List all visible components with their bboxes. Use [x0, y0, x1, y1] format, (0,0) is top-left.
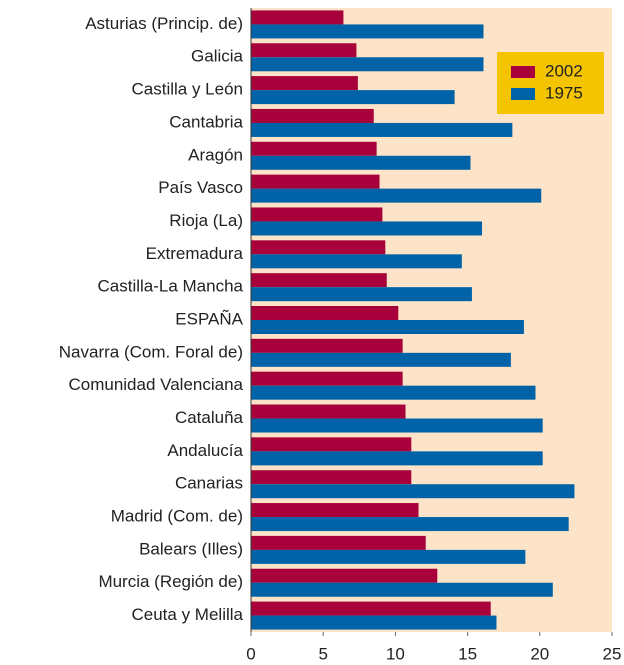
y-tick-label: Castilla-La Mancha: [97, 277, 243, 296]
y-tick-label: País Vasco: [158, 178, 243, 197]
legend-label: 2002: [545, 61, 583, 80]
bar: [251, 24, 484, 39]
bar: [251, 404, 406, 419]
x-tick-label: 25: [603, 644, 622, 663]
y-tick-label: Aragón: [188, 145, 243, 164]
bar: [251, 352, 511, 367]
y-tick-label: Cantabria: [169, 112, 243, 131]
legend-box: [497, 52, 604, 114]
legend-label: 1975: [545, 83, 583, 102]
y-tick-label: ESPAÑA: [175, 309, 243, 328]
x-tick-label: 15: [458, 644, 477, 663]
bar: [251, 615, 497, 630]
y-tick-label: Galicia: [191, 47, 244, 66]
y-tick-label: Andalucía: [167, 441, 243, 460]
bar: [251, 385, 536, 400]
bar: [251, 122, 513, 137]
y-tick-label: Navarra (Com. Foral de): [59, 342, 243, 361]
bar: [251, 549, 526, 564]
y-tick-label: Comunidad Valenciana: [68, 375, 243, 394]
y-tick-label: Castilla y León: [131, 80, 243, 99]
bar: [251, 240, 386, 255]
bar: [251, 338, 403, 353]
x-tick-label: 5: [318, 644, 327, 663]
bar: [251, 517, 569, 532]
legend-swatch: [511, 88, 535, 100]
bar: [251, 90, 455, 105]
bar: [251, 371, 403, 386]
bar: [251, 108, 374, 123]
bar: [251, 320, 524, 334]
x-tick-label: 0: [246, 644, 255, 663]
bar: [251, 470, 412, 485]
x-tick-label: 20: [530, 644, 549, 663]
x-tick-label: 10: [386, 644, 405, 663]
y-tick-label: Balears (Illes): [139, 539, 243, 558]
y-tick-label: Asturias (Princip. de): [85, 14, 243, 33]
bar: [251, 141, 377, 156]
bar: [251, 484, 575, 499]
bar: [251, 174, 380, 189]
bar: [251, 535, 426, 550]
bar: [251, 287, 472, 302]
y-tick-label: Canarias: [175, 474, 243, 493]
bar: [251, 57, 484, 72]
bar: [251, 437, 412, 452]
bar: [251, 306, 399, 320]
bar: [251, 418, 543, 433]
y-tick-label: Extremadura: [146, 244, 244, 263]
y-tick-label: Ceuta y Melilla: [132, 605, 244, 624]
bar: [251, 451, 543, 466]
bar: [251, 155, 471, 170]
bar: [251, 10, 344, 25]
bar: [251, 568, 438, 583]
y-tick-label: Rioja (La): [169, 211, 243, 230]
bar: [251, 582, 553, 597]
bar: [251, 601, 491, 616]
bar: [251, 207, 383, 222]
y-tick-label: Madrid (Com. de): [111, 507, 243, 526]
y-tick-label: Cataluña: [175, 408, 244, 427]
bar: [251, 503, 419, 518]
legend-swatch: [511, 66, 535, 78]
bar: [251, 254, 462, 269]
y-tick-label: Murcia (Región de): [98, 572, 243, 591]
bar: [251, 221, 483, 236]
bar: [251, 43, 357, 58]
bar: [251, 76, 358, 91]
bar: [251, 273, 387, 288]
bar: [251, 188, 542, 203]
